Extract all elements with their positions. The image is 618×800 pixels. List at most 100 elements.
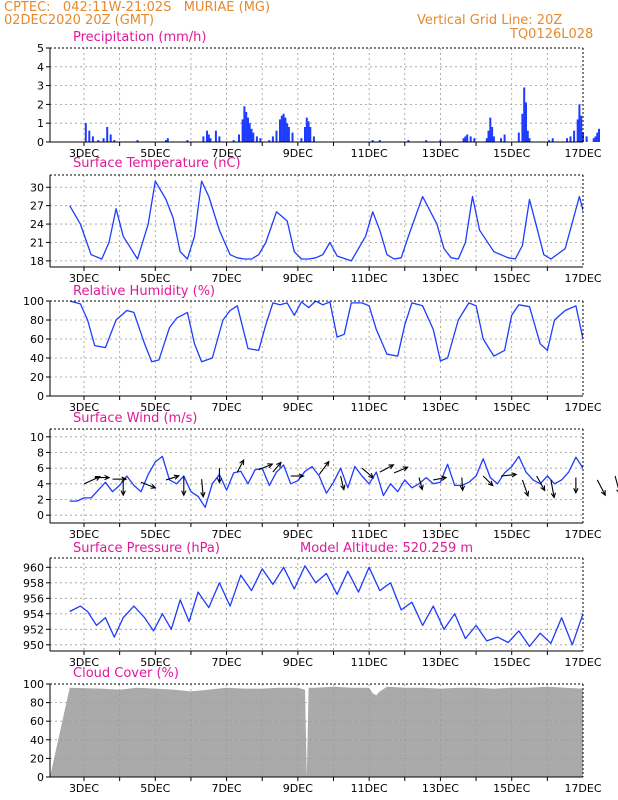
wind-xtick-label: 13DEC [422,528,459,541]
precip-bar [573,130,576,142]
wind-vector [272,462,282,473]
precip-bar [371,140,374,142]
precip-bar [282,113,285,142]
wind-vector-head [540,485,546,492]
pressure-xtick-label: 5DEC [140,656,170,669]
precip-bar [84,123,87,142]
precip-bar [304,127,306,142]
cloud-xtick-label: 5DEC [140,782,170,795]
wind-vector-head [368,472,375,479]
pressure-series-line [69,565,583,648]
wind-vector-head [94,475,102,481]
wind-vector [614,475,618,489]
rh-xtick-label: 3DEC [69,401,99,414]
temp-ytick-label: 30 [30,181,44,194]
temp-xtick-label: 13DEC [422,272,459,285]
cloud-area [50,686,583,777]
precip-bar [528,138,531,142]
precip-bar [284,117,287,142]
precip-bar [309,127,312,142]
wind-vector [236,459,245,473]
rh-ytick-label: 100 [23,295,44,308]
rh-xtick-label: 5DEC [140,401,170,414]
precip-xtick-label: 11DEC [351,147,388,160]
precip-bar [214,130,217,142]
precip-bar [97,140,100,142]
precip-xtick-label: 5DEC [140,147,170,160]
wind-series-line [69,455,583,508]
temp-title: Surface Temperature (nC) [73,156,241,171]
wind-vector-head [487,480,494,487]
temp-xtick-label: 9DEC [283,272,313,285]
precip-bar [218,136,221,142]
precip-bar [166,138,169,142]
wind-xtick-label: 9DEC [283,528,313,541]
wind-vector [393,466,408,474]
wind-vector-head [511,472,518,478]
precip-bar [566,138,568,142]
wind-vector [433,476,447,481]
precip-bar [469,136,472,142]
precip-bar [286,123,289,142]
pressure-ytick-label: 954 [23,608,44,621]
precip-bar [585,136,588,142]
cloud-xtick-label: 3DEC [69,782,99,795]
precip-bar [569,136,572,142]
temp-xtick-label: 5DEC [140,272,170,285]
wind-ytick-label: 10 [30,431,44,444]
precip-bar [245,111,248,142]
precip-bar [109,134,112,142]
precip-title: Precipitation (mm/h) [73,30,206,45]
precip-bar [312,136,315,142]
wind-vector-head [402,466,409,472]
wind-vector-head [216,477,223,484]
precip-bar [473,138,476,142]
wind-vector [418,477,423,490]
precip-bar [291,132,294,142]
cloud-ytick-label: 60 [30,715,44,728]
rh-title: Relative Humidity (%) [73,284,215,299]
wind-vector [596,479,606,496]
station-title: CPTEC: 042:11W-21:02S MURIAE (MG) [4,0,271,15]
wind-vector-head [181,490,187,497]
precip-bar [580,115,583,142]
pressure-xtick-label: 7DEC [212,656,242,669]
precip-bar [491,127,494,142]
precip-bar [300,138,303,142]
precip-bar [517,132,520,142]
precip-bar [489,117,492,142]
wind-vector [482,475,494,486]
wind-vector [536,475,546,491]
precip-bar [238,134,240,142]
precip-ytick-label: 4 [37,61,44,74]
pressure-ytick-label: 950 [23,639,44,652]
precip-bar [102,138,105,142]
wind-vector [165,475,179,481]
precip-bar [241,119,244,142]
pressure-ytick-label: 952 [23,623,44,636]
precip-bar [91,136,94,142]
precip-bar [462,138,465,142]
wind-vector [258,463,273,471]
wind-vector-head [441,475,448,481]
wind-ytick-label: 0 [37,509,44,522]
wind-vector-head [104,474,111,481]
temp-xtick-label: 15DEC [493,272,530,285]
wind-vector-head [324,460,330,467]
precip-bar [271,136,274,142]
wind-vector-head [459,485,466,492]
temp-series-line [69,180,583,262]
rh-xtick-label: 13DEC [422,401,459,414]
cloud-panel: Cloud Cover (%) 0 20 40 60 80 100 3DEC 5DEC 7DEC 9… [23,666,602,795]
precip-bar [268,140,271,142]
wind-xtick-label: 15DEC [493,528,530,541]
precip-ytick-label: 0 [37,136,44,149]
wind-vector [500,473,517,477]
cloud-xtick-label: 7DEC [212,782,242,795]
wind-ytick-label: 6 [37,462,44,475]
temp-panel: Surface Temperature (nC) 18 21 24 27 30 3DEC 5D… [30,156,602,285]
precip-bar [407,140,410,142]
wind-vector [550,479,555,498]
cloud-xtick-label: 9DEC [283,782,313,795]
precip-bar [275,130,278,142]
